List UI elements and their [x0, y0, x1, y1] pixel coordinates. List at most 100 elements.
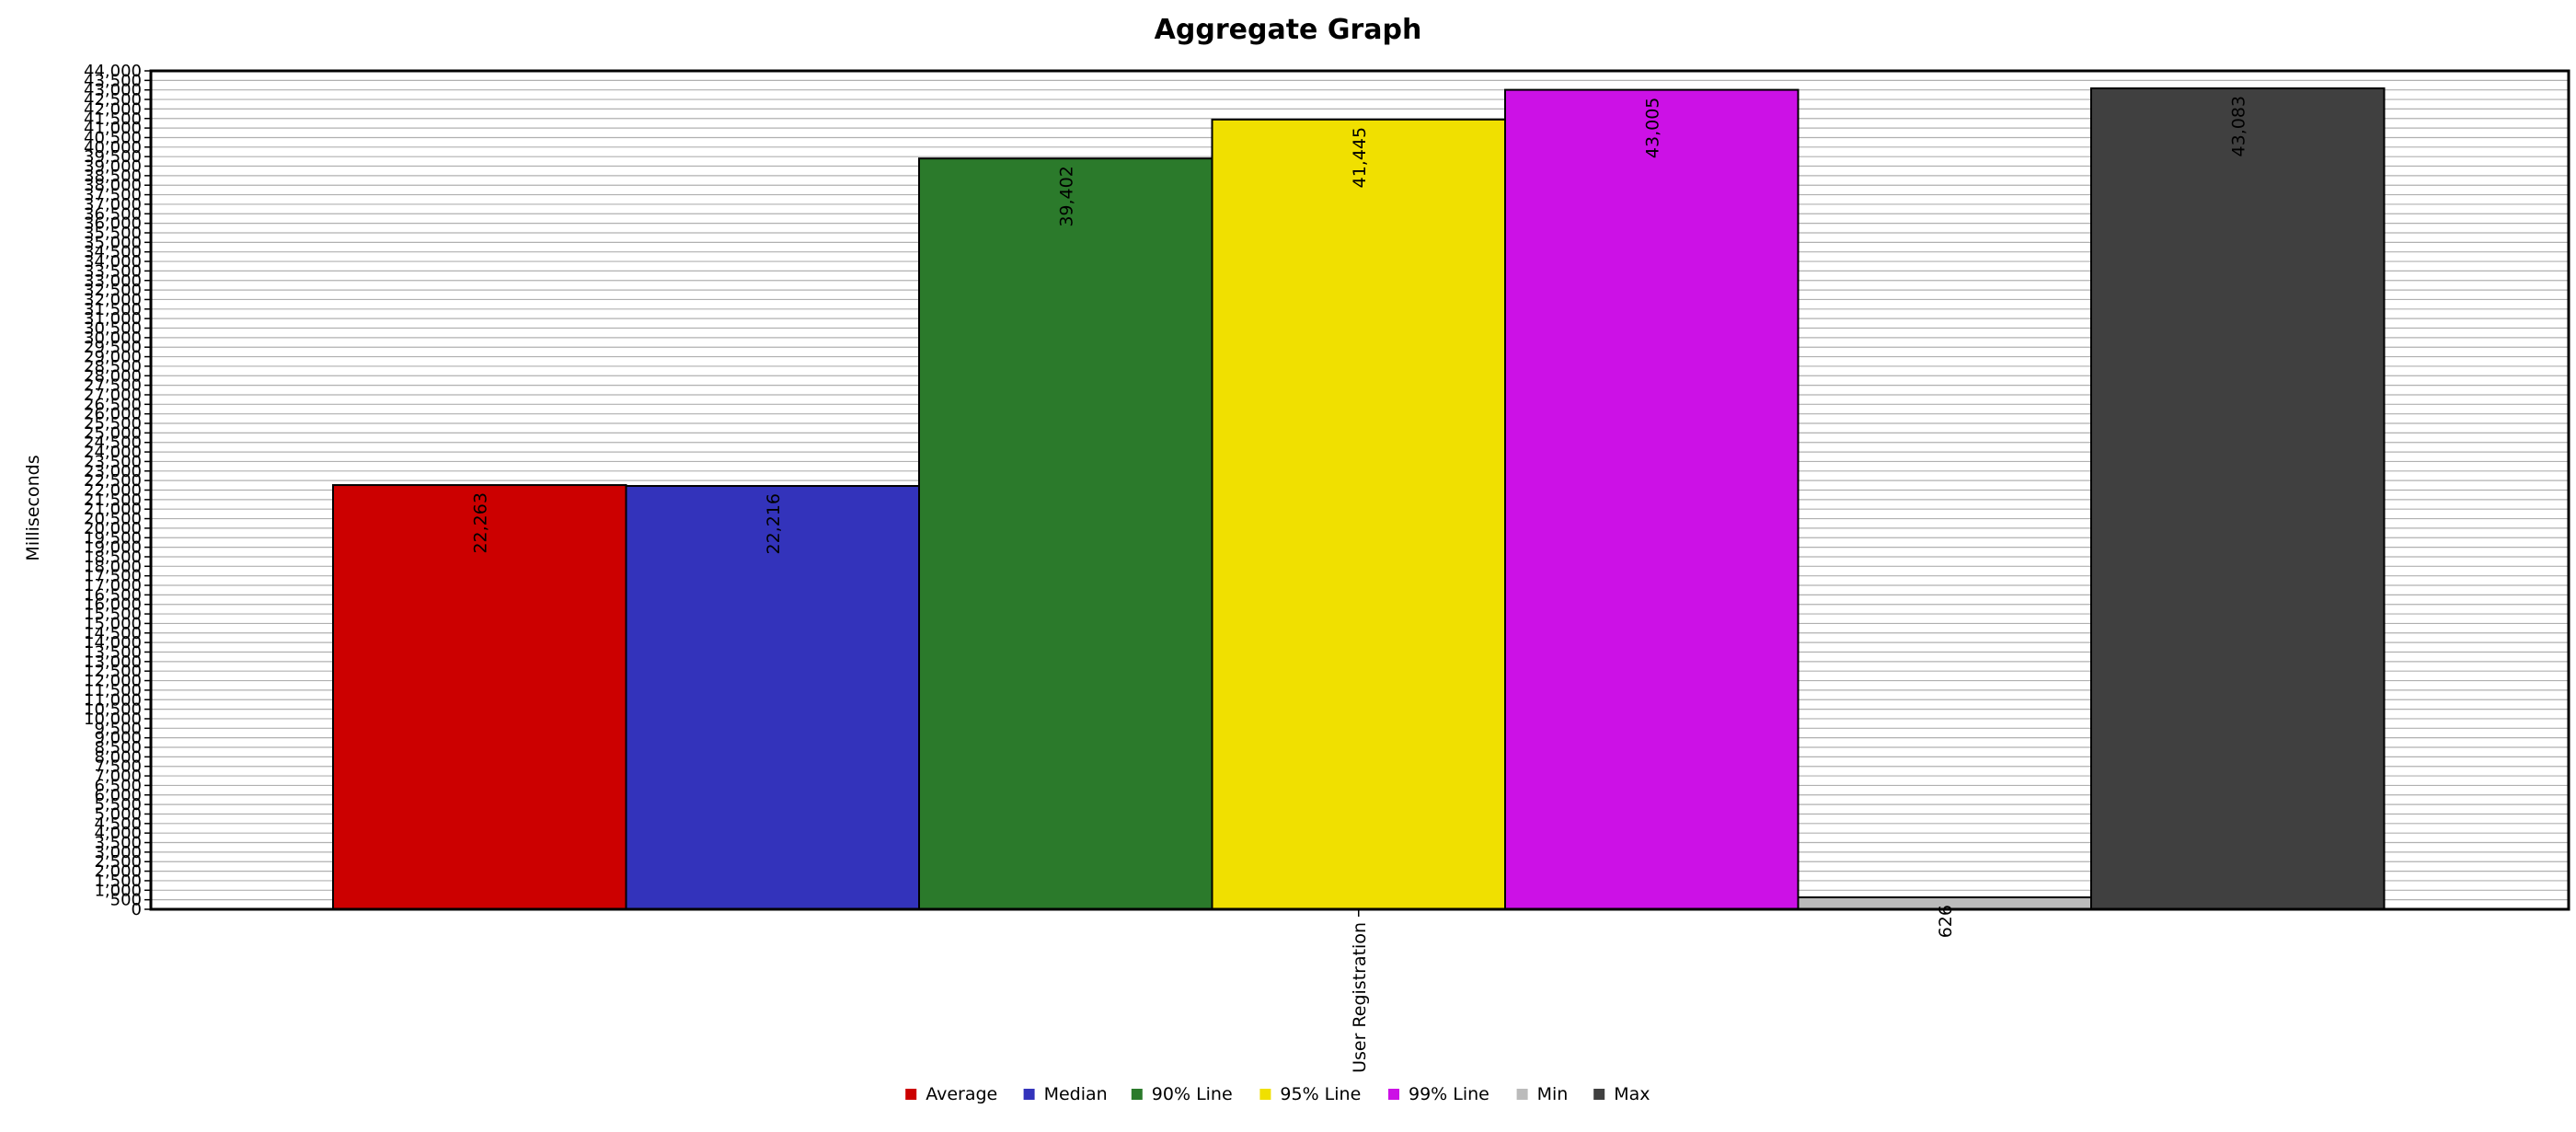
y-axis-ticks: 05001,0001,5002,0002,5003,0003,5004,0004… [84, 62, 151, 919]
y-tick-label: 15,000 [84, 614, 142, 633]
y-tick-label: 9,000 [94, 729, 142, 748]
y-tick-label: 500 [110, 891, 142, 910]
y-tick-label: 35,500 [84, 224, 142, 243]
y-tick-label: 4,000 [94, 824, 142, 843]
y-tick-label: 42,000 [84, 99, 142, 119]
y-tick-label: 27,000 [84, 386, 142, 405]
x-axis-categories: User Registration [1350, 909, 1370, 1073]
y-tick-label: 28,500 [84, 357, 142, 376]
bar-99-line [1504, 88, 1800, 911]
y-tick-label: 28,000 [84, 366, 142, 386]
y-tick-label: 0 [132, 900, 142, 919]
y-tick-label: 30,500 [84, 319, 142, 339]
y-tick-label: 22,000 [84, 481, 142, 501]
data-label: 43,005 [1642, 98, 1662, 158]
y-tick-label: 6,500 [94, 776, 142, 795]
y-tick-label: 24,000 [84, 443, 142, 462]
y-tick-label: 44,000 [84, 62, 142, 81]
y-tick-label: 40,500 [84, 128, 142, 147]
y-tick-label: 34,000 [84, 252, 142, 271]
y-tick-label: 33,500 [84, 261, 142, 281]
y-tick-label: 43,000 [84, 81, 142, 100]
y-tick-label: 14,000 [84, 633, 142, 653]
legend-label: Min [1537, 1084, 1569, 1104]
y-tick-label: 22,500 [84, 471, 142, 491]
legend-label: Average [926, 1084, 997, 1104]
y-tick-label: 37,500 [84, 186, 142, 205]
bar-90-line [918, 157, 1213, 910]
y-tick-label: 3,000 [94, 843, 142, 862]
legend-swatch [1131, 1089, 1143, 1100]
legend-swatch [1259, 1089, 1271, 1100]
bar-average [332, 484, 627, 910]
legend-label: 90% Line [1152, 1084, 1233, 1104]
legend-swatch [1516, 1089, 1528, 1100]
y-tick-label: 29,000 [84, 348, 142, 367]
y-tick-label: 16,000 [84, 595, 142, 615]
y-tick-label: 36,500 [84, 204, 142, 224]
y-tick-label: 39,500 [84, 147, 142, 167]
y-tick-label: 10,500 [84, 700, 142, 720]
bar-95-line [1211, 118, 1506, 911]
y-tick-label: 30,000 [84, 329, 142, 348]
y-tick-label: 12,000 [84, 672, 142, 691]
y-tick-label: 13,000 [84, 653, 142, 672]
y-tick-label: 43,500 [84, 71, 142, 90]
data-label: 41,445 [1350, 127, 1370, 188]
y-tick-label: 41,000 [84, 119, 142, 138]
legend-swatch [905, 1089, 917, 1100]
y-tick-label: 23,500 [84, 452, 142, 471]
y-tick-label: 36,000 [84, 214, 142, 234]
y-tick-label: 40,000 [84, 138, 142, 157]
data-label: 22,263 [470, 492, 490, 553]
y-tick-label: 21,000 [84, 500, 142, 519]
y-tick-label: 31,000 [84, 309, 142, 329]
y-tick-label: 33,000 [84, 271, 142, 291]
legend-swatch [1593, 1089, 1605, 1100]
y-tick-label: 7,500 [94, 757, 142, 777]
y-tick-label: 25,500 [84, 414, 142, 433]
y-tick-label: 31,500 [84, 300, 142, 319]
y-tick-label: 26,000 [84, 405, 142, 424]
y-tick-label: 41,500 [84, 110, 142, 129]
y-tick-label: 20,000 [84, 519, 142, 538]
y-tick-label: 4,500 [94, 814, 142, 834]
chart-title: Aggregate Graph [1155, 14, 1422, 46]
y-tick-label: 19,000 [84, 538, 142, 558]
y-tick-label: 18,000 [84, 557, 142, 576]
y-tick-label: 26,500 [84, 395, 142, 414]
y-tick-label: 39,000 [84, 157, 142, 177]
y-tick-label: 2,000 [94, 862, 142, 882]
y-tick-label: 7,000 [94, 767, 142, 786]
y-tick-label: 8,000 [94, 747, 142, 767]
data-label: 43,083 [2228, 96, 2248, 156]
legend: Average Median 90% Line 95% Line 99% Line Min… [905, 1084, 1650, 1104]
data-label: 626 [1936, 905, 1956, 938]
y-tick-label: 1,500 [94, 872, 142, 891]
y-tick-label: 13,500 [84, 642, 142, 662]
y-tick-label: 5,000 [94, 804, 142, 824]
data-label: 22,216 [764, 493, 784, 554]
data-label: 39,402 [1056, 166, 1076, 226]
y-tick-label: 32,500 [84, 281, 142, 300]
y-tick-label: 17,500 [84, 567, 142, 586]
legend-label: Max [1614, 1084, 1650, 1104]
legend-label: 95% Line [1280, 1084, 1361, 1104]
y-tick-label: 38,000 [84, 176, 142, 195]
y-tick-label: 3,500 [94, 834, 142, 853]
y-tick-label: 20,500 [84, 510, 142, 529]
x-category-label: User Registration [1350, 922, 1370, 1073]
y-tick-label: 27,500 [84, 376, 142, 396]
y-tick-label: 29,500 [84, 338, 142, 357]
y-tick-label: 24,500 [84, 433, 142, 453]
y-tick-label: 2,500 [94, 852, 142, 872]
bars [332, 87, 2386, 911]
y-tick-label: 23,000 [84, 462, 142, 481]
y-tick-label: 42,500 [84, 90, 142, 110]
y-tick-label: 37,000 [84, 195, 142, 214]
legend-label: 99% Line [1409, 1084, 1489, 1104]
y-tick-label: 11,500 [84, 681, 142, 700]
legend-swatch [1388, 1089, 1399, 1100]
